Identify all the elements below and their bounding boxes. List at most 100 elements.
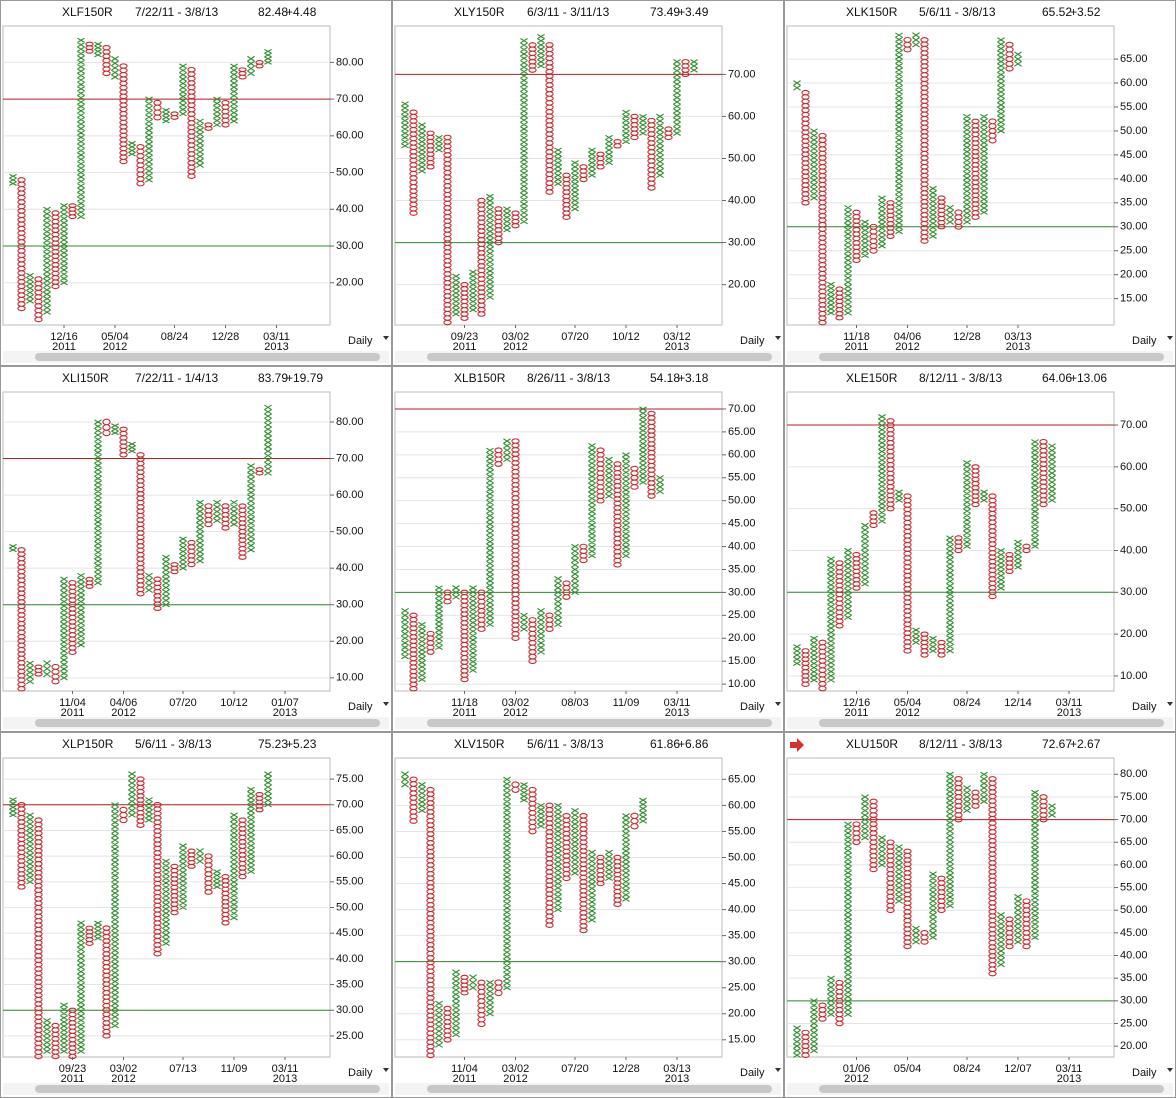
- y-tick-label: 20.00: [728, 1008, 756, 1020]
- price-change: +3.18: [678, 371, 709, 385]
- y-tick-label: 65.00: [1120, 53, 1148, 65]
- x-column: [128, 140, 136, 157]
- o-column: [835, 286, 844, 321]
- o-column: [545, 802, 554, 928]
- date-range: 6/3/11 - 3/11/13: [527, 5, 610, 19]
- o-column: [119, 806, 128, 824]
- x-column: [111, 55, 119, 80]
- o-column: [68, 580, 77, 655]
- x-tick-label: 10/12: [612, 331, 640, 343]
- x-column: [196, 499, 204, 564]
- x-column: [77, 920, 85, 1055]
- o-column: [170, 111, 179, 120]
- o-column: [528, 617, 537, 665]
- o-column: [545, 612, 554, 632]
- x-column: [1014, 51, 1022, 67]
- y-tick-label: 50.00: [728, 495, 756, 507]
- o-column: [528, 786, 537, 835]
- o-column: [102, 44, 111, 77]
- y-tick-label: 40.00: [336, 953, 364, 965]
- o-column: [187, 539, 196, 568]
- o-column: [477, 979, 486, 1028]
- price-change: +13.06: [1070, 371, 1107, 385]
- x-column: [537, 33, 545, 69]
- x-year-label: 2011: [453, 707, 477, 719]
- o-column: [1005, 41, 1014, 72]
- y-tick-label: 60.00: [728, 110, 756, 122]
- o-column: [1022, 543, 1031, 554]
- x-column: [162, 107, 170, 124]
- x-column: [1031, 439, 1039, 549]
- o-column: [477, 589, 486, 632]
- x-tick-label: 07/20: [169, 697, 197, 709]
- o-column: [579, 813, 588, 934]
- y-tick-label: 70.00: [336, 799, 364, 811]
- x-year-label: 2013: [665, 1073, 689, 1085]
- x-column: [622, 813, 630, 902]
- x-column: [963, 460, 971, 549]
- x-tick-label: 11/04: [451, 1063, 478, 1075]
- o-column: [903, 848, 912, 950]
- x-column: [997, 37, 1005, 134]
- x-tick-label: 12/28: [953, 331, 981, 343]
- y-tick-label: 10.00: [336, 672, 364, 684]
- y-tick-label: 40.00: [728, 540, 756, 552]
- x-column: [503, 438, 511, 463]
- x-year-label: 2013: [264, 341, 288, 353]
- x-year-label: 2011: [845, 341, 869, 353]
- x-column: [94, 41, 102, 58]
- x-column: [452, 585, 460, 600]
- x-column: [162, 858, 170, 947]
- x-column: [878, 195, 886, 249]
- x-column: [77, 572, 85, 648]
- y-tick-label: 70.00: [336, 93, 364, 105]
- o-column: [1039, 794, 1048, 823]
- x-column: [264, 771, 272, 808]
- x-column: [895, 844, 903, 904]
- o-column: [238, 67, 247, 80]
- x-column: [111, 802, 119, 1029]
- x-tick-label: 03/11: [1056, 697, 1083, 709]
- x-column: [861, 794, 869, 841]
- x-column: [26, 660, 34, 685]
- o-column: [937, 195, 946, 230]
- x-tick-label: 03/11: [1056, 1063, 1083, 1075]
- o-column: [647, 117, 656, 191]
- o-column: [255, 467, 264, 476]
- x-year-label: 2012: [503, 341, 527, 353]
- period-label: Daily: [1132, 1067, 1157, 1079]
- o-column: [238, 817, 247, 880]
- x-column: [690, 59, 698, 73]
- x-tick-label: 08/03: [561, 697, 589, 709]
- y-tick-label: 60.00: [336, 130, 364, 142]
- x-column: [827, 975, 835, 1018]
- x-column: [435, 1000, 443, 1048]
- x-column: [1014, 893, 1022, 945]
- y-tick-label: 80.00: [336, 416, 364, 428]
- scrollbar-thumb: [819, 719, 1164, 727]
- x-column: [213, 96, 221, 128]
- x-column: [571, 807, 579, 876]
- x-column: [929, 635, 937, 654]
- y-tick-label: 60.00: [1120, 77, 1148, 89]
- period-label: Daily: [348, 335, 373, 347]
- y-tick-label: 70.00: [728, 403, 756, 415]
- x-tick-label: 01/07: [271, 697, 299, 709]
- date-range: 7/22/11 - 3/8/13: [135, 5, 219, 19]
- y-tick-label: 40.00: [336, 562, 364, 574]
- x-column: [486, 447, 494, 628]
- o-column: [988, 118, 997, 144]
- x-column: [418, 781, 426, 814]
- x-tick-label: 10/12: [220, 697, 248, 709]
- x-column: [793, 644, 801, 666]
- o-column: [835, 560, 844, 629]
- o-column: [937, 639, 946, 658]
- period-label: Daily: [740, 335, 765, 347]
- x-column: [639, 113, 647, 136]
- price-change: +19.79: [286, 371, 323, 385]
- o-column: [869, 510, 878, 529]
- o-column: [443, 134, 452, 326]
- x-column: [963, 113, 971, 225]
- o-column: [528, 42, 537, 73]
- o-column: [477, 197, 486, 317]
